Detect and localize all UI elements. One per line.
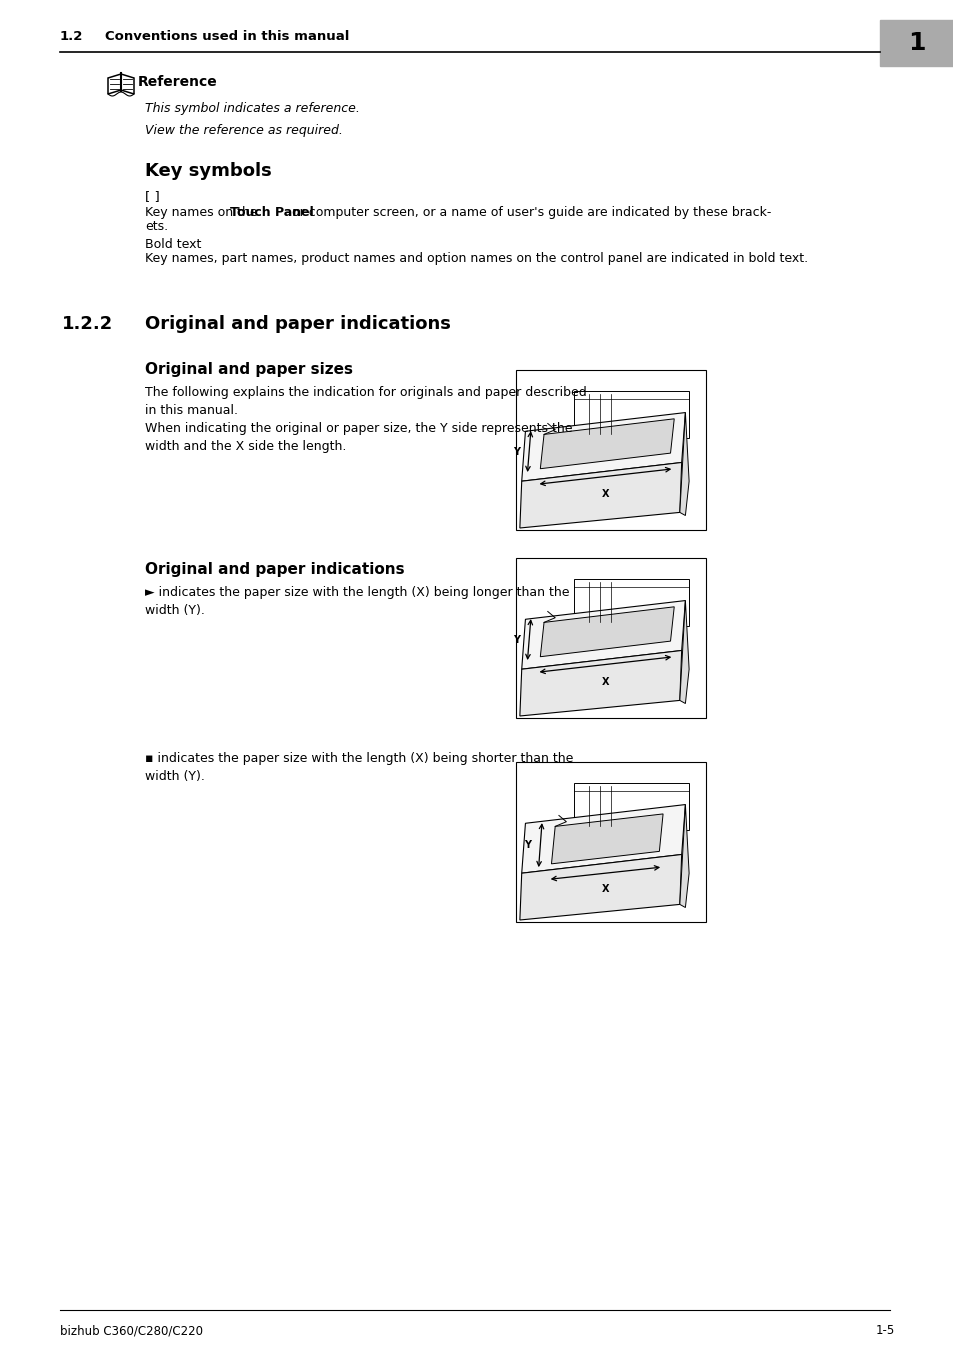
Bar	[516, 761, 705, 922]
Text: [ ]: [ ]	[145, 190, 159, 202]
Text: Touch Panel: Touch Panel	[230, 207, 314, 219]
Polygon shape	[539, 606, 674, 656]
Polygon shape	[521, 413, 684, 481]
Polygon shape	[573, 579, 688, 625]
Polygon shape	[519, 651, 681, 716]
Text: Y: Y	[523, 840, 530, 850]
Text: ► indicates the paper size with the length (X) being longer than the
width (Y).: ► indicates the paper size with the leng…	[145, 586, 569, 617]
Text: Reference: Reference	[138, 76, 217, 89]
Text: Conventions used in this manual: Conventions used in this manual	[105, 31, 349, 43]
Text: Key names on the: Key names on the	[145, 207, 261, 219]
Text: Original and paper indications: Original and paper indications	[145, 315, 451, 333]
Text: Key names, part names, product names and option names on the control panel are i: Key names, part names, product names and…	[145, 252, 807, 265]
Text: bizhub C360/C280/C220: bizhub C360/C280/C220	[60, 1324, 203, 1336]
Text: Key symbols: Key symbols	[145, 162, 272, 180]
Text: Y: Y	[512, 634, 519, 644]
Polygon shape	[573, 390, 688, 437]
Polygon shape	[551, 814, 662, 864]
Text: X: X	[601, 676, 609, 687]
Text: X: X	[601, 884, 609, 894]
Text: ▪ indicates the paper size with the length (X) being shorter than the
width (Y).: ▪ indicates the paper size with the leng…	[145, 752, 573, 783]
Polygon shape	[573, 783, 688, 829]
Polygon shape	[539, 418, 674, 468]
Bar	[879, 20, 953, 66]
Text: The following explains the indication for originals and paper described
in this : The following explains the indication fo…	[145, 386, 586, 454]
Polygon shape	[519, 855, 681, 919]
Polygon shape	[679, 413, 688, 516]
Text: This symbol indicates a reference.: This symbol indicates a reference.	[145, 103, 359, 115]
Text: 1-5: 1-5	[875, 1324, 894, 1336]
Polygon shape	[679, 601, 688, 703]
Polygon shape	[679, 805, 688, 907]
Text: ets.: ets.	[145, 220, 168, 234]
Text: or computer screen, or a name of user's guide are indicated by these brack-: or computer screen, or a name of user's …	[288, 207, 770, 219]
Polygon shape	[521, 805, 684, 873]
Text: 1.2: 1.2	[60, 31, 83, 43]
Text: View the reference as required.: View the reference as required.	[145, 124, 342, 136]
Polygon shape	[519, 463, 681, 528]
Text: 1: 1	[907, 31, 924, 55]
Text: Original and paper sizes: Original and paper sizes	[145, 362, 353, 377]
Text: Y: Y	[512, 447, 519, 456]
Bar	[516, 370, 705, 531]
Text: X: X	[601, 489, 609, 498]
Polygon shape	[521, 601, 684, 670]
Bar	[516, 558, 705, 718]
Text: Bold text: Bold text	[145, 238, 201, 251]
Text: Original and paper indications: Original and paper indications	[145, 562, 404, 576]
Text: 1.2.2: 1.2.2	[62, 315, 113, 333]
